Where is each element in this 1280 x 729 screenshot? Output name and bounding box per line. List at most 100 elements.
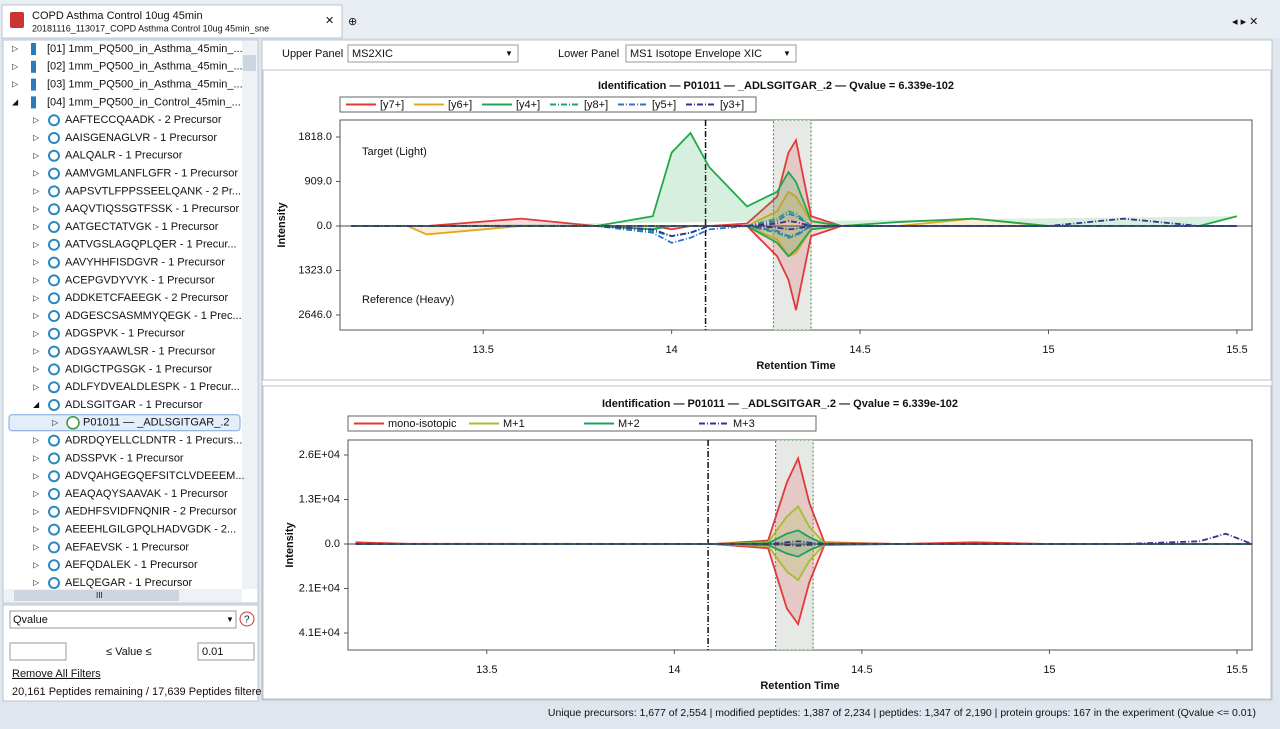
peptide-label[interactable]: AEAQAQYSAAVAK - 1 Precursor: [65, 488, 228, 500]
expander: ▷: [33, 507, 40, 516]
lower-panel-select[interactable]: [625, 44, 797, 63]
peptide-label[interactable]: ADDKETCFAEEGK - 2 Precursor: [65, 292, 229, 304]
tab-close[interactable]: ✕: [325, 15, 334, 27]
tree-icon: [48, 345, 60, 358]
precursor-label[interactable]: P01011 — _ADLSGITGAR_.2: [83, 417, 230, 429]
y-tick-label: 1323.0: [298, 264, 332, 276]
peptide-label[interactable]: AEDHFSVIDFNQNIR - 2 Precursor: [65, 506, 237, 518]
peptide-label[interactable]: AATGECTATVGK - 1 Precursor: [65, 221, 219, 233]
y-tick-label: 0.0: [325, 538, 340, 550]
tree-icon: [48, 470, 60, 483]
expander: ▷: [33, 187, 40, 196]
peptide-label[interactable]: ADVQAHGEGQEFSITCLVDEEEM...: [65, 470, 245, 482]
x-tick-label: 15.5: [1226, 344, 1247, 356]
peptide-label[interactable]: AAISGENAGLVR - 1 Precursor: [65, 132, 217, 144]
peptide-label[interactable]: ACEPGVDYVYK - 1 Precursor: [65, 274, 215, 286]
selection: [8, 414, 241, 432]
peptide-label[interactable]: AEFQDALEK - 1 Precursor: [65, 559, 198, 571]
peptide-label[interactable]: AAFTECCQAADK - 2 Precursor: [65, 114, 222, 126]
tree-icon: [48, 203, 60, 216]
chart-title: Identification — P01011 — _ADLSGITGAR_.2…: [602, 398, 958, 410]
peptide-label[interactable]: ADGSPVK - 1 Precursor: [65, 328, 185, 340]
status-bar: Unique precursors: 1,677 of 2,554 | modi…: [548, 707, 1256, 719]
x-tick-label: 13.5: [476, 664, 497, 676]
peptide-label[interactable]: ADRDQYELLCLDNTR - 1 Precurs...: [65, 435, 242, 447]
peptide-label[interactable]: ADGSYAAWLSR - 1 Precursor: [65, 346, 216, 358]
peptide-label[interactable]: ADSSPVK - 1 Precursor: [65, 452, 184, 464]
filter-summary: 20,161 Peptides remaining / 17,639 Pepti…: [12, 686, 268, 698]
peptide-label[interactable]: AAPSVTLFPPSSEELQANK - 2 Pr...: [65, 185, 241, 197]
expander: ▷: [33, 133, 40, 142]
peptide-label[interactable]: AAVYHHFISDGVR - 1 Precursor: [65, 257, 225, 269]
expander: ▷: [33, 454, 40, 463]
help-icon[interactable]: [239, 611, 255, 627]
expander: ▷: [33, 543, 40, 552]
tree-icon: [48, 292, 60, 305]
peptide-label[interactable]: ADIGCTPGSGK - 1 Precursor: [65, 363, 213, 375]
tree-icon: [48, 256, 60, 269]
legend-label: M+2: [618, 418, 640, 430]
peptide-label[interactable]: ADLFYDVEALDLESPK - 1 Precur...: [65, 381, 240, 393]
peptide-label[interactable]: ADGESCSASMMYQEGK - 1 Prec...: [65, 310, 242, 322]
peptide-label[interactable]: AATVGSLAGQPLQER - 1 Precur...: [65, 239, 237, 251]
peptide-label[interactable]: ADLSGITGAR - 1 Precursor: [65, 399, 203, 411]
y-tick-label: 2.6E+04: [299, 449, 340, 461]
legend-label: [y4+]: [516, 99, 540, 111]
tree-icon: [48, 381, 60, 394]
peptide-label[interactable]: AELQEGAR - 1 Precursor: [65, 577, 192, 589]
expander: ▷: [33, 436, 40, 445]
tree-icon: [48, 132, 60, 144]
tree-vscroll-thumb[interactable]: [243, 55, 256, 71]
upper-panel-select[interactable]: [347, 44, 519, 63]
tree-icon: [48, 238, 60, 251]
expander: ▷: [33, 222, 40, 231]
peptide-label[interactable]: AAQVTIQSSGTFSSK - 1 Precursor: [65, 203, 240, 215]
expander: ▷: [33, 204, 40, 213]
run-icon: [31, 43, 36, 55]
expander: ▷: [33, 240, 40, 249]
new-tab[interactable]: ⊕: [348, 16, 357, 28]
filter-min[interactable]: [9, 642, 67, 661]
expander: ◢: [12, 98, 19, 107]
tree-hscroll-thumb[interactable]: [14, 590, 179, 601]
x-tick-label: 14.5: [851, 664, 872, 676]
run-label[interactable]: [03] 1mm_PQ500_in_Asthma_45min_...: [47, 79, 243, 91]
run-icon: [31, 78, 36, 91]
expander: ▷: [33, 276, 40, 285]
legend-label: [y7+]: [380, 99, 404, 111]
peptide-label[interactable]: AEFAEVSK - 1 Precursor: [65, 541, 189, 553]
tree-icon: [48, 274, 60, 287]
peptide-label[interactable]: AAMVGMLANFLGFR - 1 Precursor: [65, 168, 238, 180]
tree-icon: [48, 185, 60, 198]
run-label[interactable]: [04] 1mm_PQ500_in_Control_45min_...: [47, 96, 241, 108]
filter-max[interactable]: [197, 642, 255, 661]
expander: ▷: [33, 382, 40, 391]
peptide-label[interactable]: AALQALR - 1 Precursor: [65, 150, 183, 162]
upper-panel-value: MS2XIC: [352, 48, 393, 60]
remove-filters[interactable]: Remove All Filters: [12, 668, 101, 680]
tab[interactable]: [1, 4, 343, 39]
x-tick-label: 15.5: [1226, 664, 1247, 676]
y-tick-label: 4.1E+04: [299, 627, 340, 639]
tree-pane: [2, 39, 259, 604]
expander: ▷: [33, 115, 40, 124]
expander: ▷: [33, 169, 40, 178]
expander: ▷: [52, 418, 59, 427]
peptide-label[interactable]: AEEEHLGILGPQLHADVGDK - 2...: [65, 524, 236, 536]
run-label[interactable]: [01] 1mm_PQ500_in_Asthma_45min_...: [47, 43, 243, 55]
run-label[interactable]: [02] 1mm_PQ500_in_Asthma_45min_...: [47, 61, 243, 73]
filter-field-text: Qvalue: [13, 614, 48, 626]
tree-icon: [48, 523, 60, 536]
tab-nav[interactable]: ◂ ▸ ✕: [1232, 16, 1258, 28]
tree-icon: [48, 505, 60, 518]
legend-label: [y6+]: [448, 99, 472, 111]
legend-label: [y5+]: [652, 99, 676, 111]
filter-field[interactable]: [9, 610, 237, 629]
legend-label: M+1: [503, 418, 525, 430]
y-axis-label: Intensity: [284, 522, 296, 568]
x-tick-label: 14: [668, 664, 680, 676]
tree-icon: [48, 399, 60, 411]
tree-vscroll[interactable]: [242, 41, 257, 589]
